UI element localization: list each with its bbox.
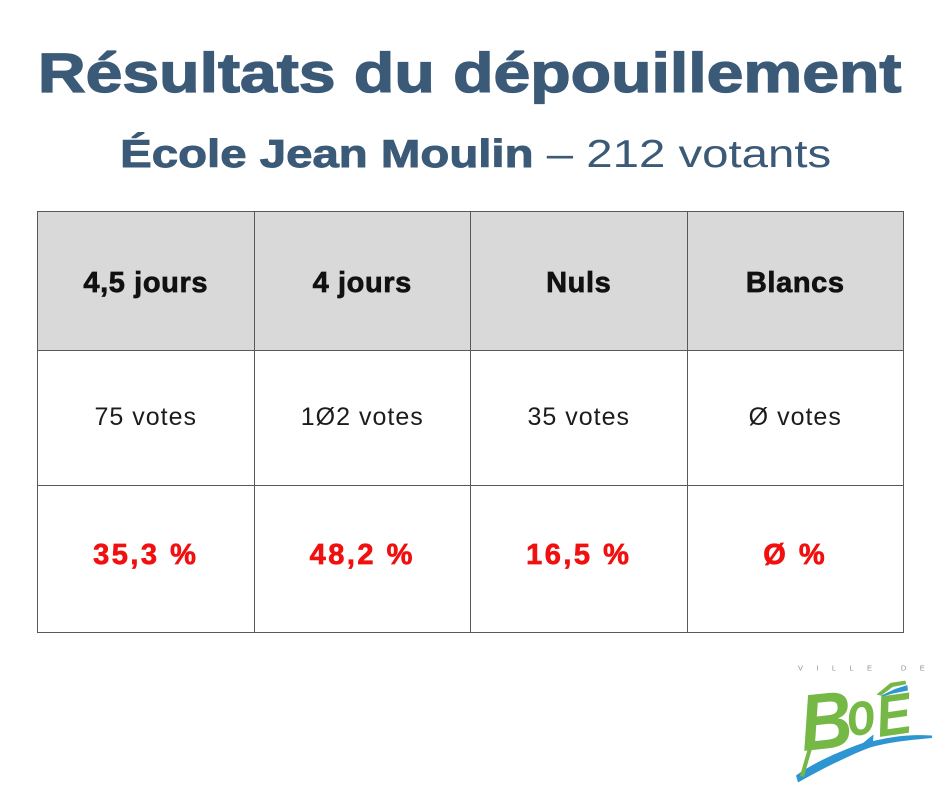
- svg-text:B: B: [796, 674, 857, 768]
- svg-text:E: E: [872, 680, 918, 750]
- svg-text:VILLE DE: VILLE DE: [798, 664, 938, 673]
